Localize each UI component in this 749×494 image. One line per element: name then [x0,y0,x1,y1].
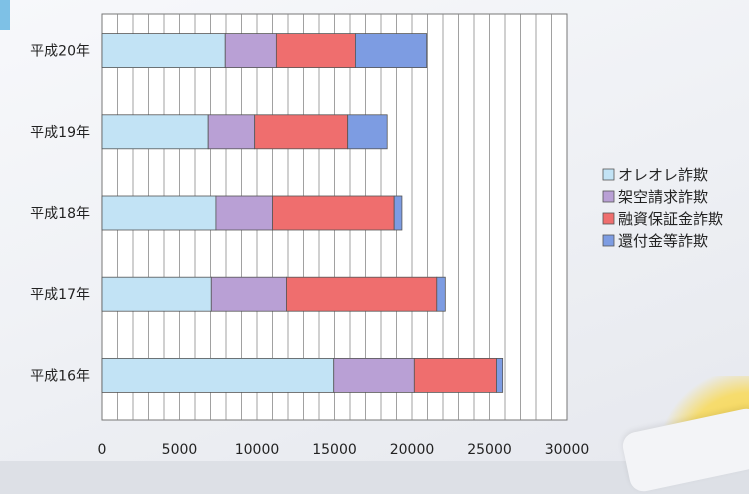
x-tick-label: 5000 [162,442,198,458]
edge-decoration [0,0,10,30]
x-tick-label: 10000 [235,442,280,458]
x-tick-labels: 0 5000 10000 15000 20000 25000 30000 [98,442,590,458]
category-label: 平成19年 [30,125,90,141]
bar-segment [210,276,287,312]
bar-segment [101,276,212,312]
category-label: 平成18年 [30,206,90,222]
legend-label: 架空請求詐欺 [618,188,708,206]
bar-segment [436,276,446,312]
bar-segment [272,195,395,231]
category-label: 平成16年 [30,368,90,384]
legend-swatch [602,190,615,203]
legend-label: オレオレ詐欺 [618,166,708,184]
bar-segment [101,357,335,393]
x-tick-label: 15000 [312,442,357,458]
legend-swatch [602,212,615,225]
bar-segment [413,357,497,393]
legend-label: 融資保証金詐欺 [618,210,723,228]
bar-segment [347,114,388,150]
bar-segment [254,114,349,150]
bar-segment [101,195,217,231]
bar-segment [355,33,428,68]
x-tick-label: 25000 [467,442,512,458]
bar-segment [215,195,273,231]
category-label: 平成20年 [30,44,90,60]
bar-segment [275,33,356,68]
legend-swatch [602,234,615,247]
bar-segment [333,357,415,393]
bar-segment [224,33,277,68]
category-label: 平成17年 [30,287,90,303]
x-tick-label: 0 [98,442,107,458]
bar-segment [101,33,226,68]
legend-swatch [602,168,615,181]
x-tick-label: 30000 [545,442,590,458]
bars [101,33,504,393]
bar-segment [286,276,438,312]
bar-segment [101,114,209,150]
bar-segment [496,357,504,393]
bar-segment [393,195,403,231]
bar-segment [207,114,256,150]
legend-label: 還付金等詐欺 [618,232,708,250]
x-tick-label: 20000 [390,442,435,458]
